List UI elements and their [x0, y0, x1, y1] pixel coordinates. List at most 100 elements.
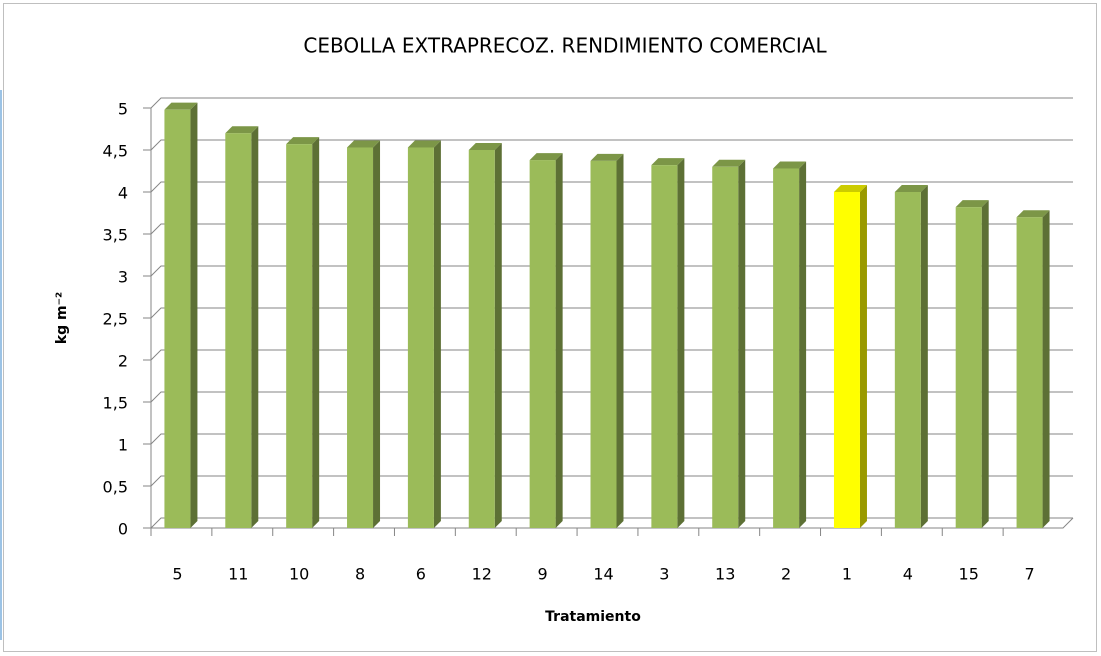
x-tick-label: 7 [1024, 565, 1034, 584]
y-tick-label: 2,5 [103, 310, 128, 329]
grid-line [150, 349, 1073, 361]
y-axis-title: kg m⁻² [54, 292, 70, 344]
bar-top [347, 140, 381, 148]
bar [286, 137, 320, 528]
bar-top [894, 185, 928, 192]
bar-top [529, 153, 563, 161]
x-tick-label: 10 [289, 565, 309, 584]
bar-front [164, 109, 191, 529]
bar-side [433, 140, 441, 529]
bar-side [251, 126, 259, 528]
bar-side [190, 102, 198, 529]
x-tick-label: 6 [416, 565, 426, 584]
bar-top [833, 185, 867, 192]
bar-top [955, 200, 989, 208]
y-tick-label: 4,5 [103, 142, 128, 161]
bar-side [1042, 210, 1050, 528]
bar-top [225, 126, 259, 134]
bar-front [894, 192, 921, 528]
bar [833, 185, 867, 528]
bar-front [1016, 217, 1043, 528]
bar-top [773, 161, 807, 169]
bar-top [590, 153, 624, 161]
y-tick-label: 3 [118, 268, 128, 287]
y-tick-label: 2 [118, 352, 128, 371]
bar [347, 140, 381, 529]
bar-side [312, 137, 320, 528]
bar-side [677, 158, 685, 528]
grid-line [150, 391, 1073, 403]
x-tick-label: 13 [715, 565, 735, 584]
bar-top [651, 158, 685, 166]
bar [773, 161, 807, 529]
x-tick-label: 1 [842, 565, 852, 584]
y-tick-label: 4 [118, 184, 128, 203]
bar-front [529, 160, 556, 528]
bar-front [225, 133, 252, 528]
grid-line [150, 97, 1073, 109]
bar-front [833, 192, 860, 528]
bar [894, 185, 928, 528]
bar-front [407, 147, 434, 529]
bar [955, 200, 989, 528]
x-tick-label: 15 [959, 565, 979, 584]
bar-side [981, 200, 989, 528]
bar-side [616, 153, 624, 529]
grid-line [150, 181, 1073, 193]
bar [590, 153, 624, 529]
x-tick-label: 3 [659, 565, 669, 584]
bar [1016, 210, 1050, 528]
bar-side [494, 143, 502, 528]
bar-side [859, 185, 867, 528]
y-tick-label: 3,5 [103, 226, 128, 245]
grid-line [150, 475, 1073, 487]
grid-line [150, 433, 1073, 445]
bar [529, 153, 563, 528]
bar-top [468, 143, 502, 150]
bar-side [738, 159, 746, 529]
y-tick-label: 0 [118, 520, 128, 539]
bar-top [1016, 210, 1050, 218]
bar-front [347, 147, 374, 529]
bar [225, 126, 259, 528]
bar-front [773, 168, 800, 529]
bar-side [920, 185, 928, 528]
bar-side [799, 161, 807, 529]
y-tick-label: 0,5 [103, 478, 128, 497]
bar-top [407, 140, 441, 148]
chart-title: CEBOLLA EXTRAPRECOZ. RENDIMIENTO COMERCI… [303, 34, 827, 58]
x-tick-label: 14 [593, 565, 613, 584]
bar [712, 159, 746, 529]
y-tick-label: 1 [118, 436, 128, 455]
bar-front [468, 150, 495, 528]
bar-front [712, 166, 739, 529]
bar-front [955, 207, 982, 528]
bar-side [555, 153, 563, 528]
x-tick-label: 11 [228, 565, 248, 584]
x-tick-label: 8 [355, 565, 365, 584]
bar-front [651, 165, 678, 528]
bar-front [590, 160, 617, 529]
grid-line [150, 223, 1073, 235]
y-tick-label: 1,5 [103, 394, 128, 413]
x-tick-label: 12 [472, 565, 492, 584]
grid-line [150, 307, 1073, 319]
y-tick-label: 5 [118, 100, 128, 119]
bar [164, 102, 198, 529]
bar-top [712, 159, 746, 167]
chart-border [3, 3, 1097, 652]
x-axis-title: Tratamiento [545, 609, 641, 625]
bar-top [164, 102, 198, 110]
x-tick-label: 5 [172, 565, 182, 584]
bar-side [373, 140, 381, 529]
bar-front [286, 144, 313, 528]
bar [407, 140, 441, 529]
x-tick-label: 9 [538, 565, 548, 584]
x-tick-label: 2 [781, 565, 791, 584]
grid-line [150, 139, 1073, 151]
grid-line [150, 517, 1073, 529]
bar-top [286, 137, 320, 145]
x-tick-label: 4 [903, 565, 913, 584]
grid-line [150, 265, 1073, 277]
